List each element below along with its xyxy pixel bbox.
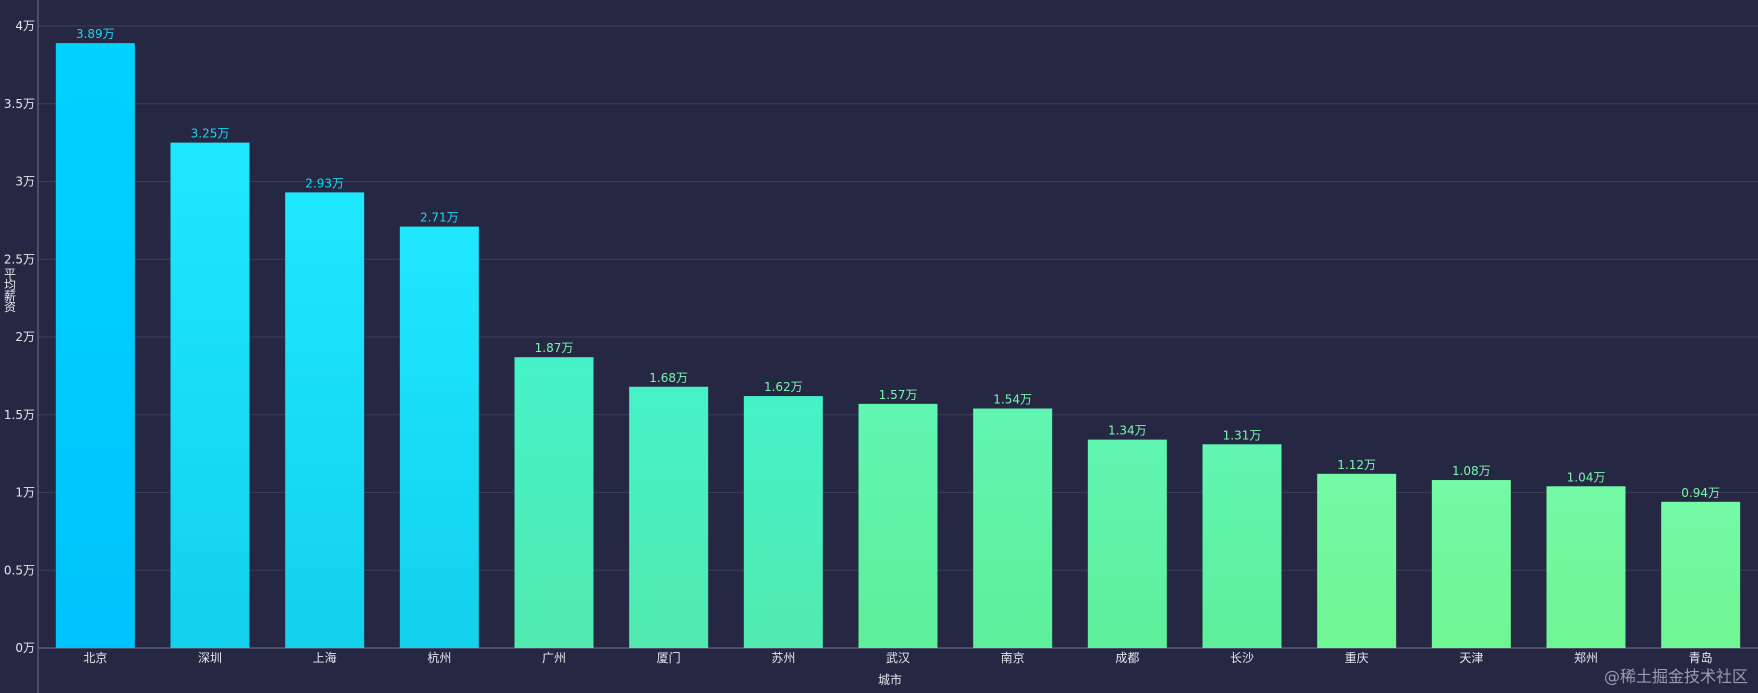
data-label: 1.54万 <box>993 393 1032 407</box>
y-tick-label: 2万 <box>15 330 35 344</box>
x-tick-label: 杭州 <box>427 650 451 665</box>
data-label: 1.68万 <box>649 371 688 385</box>
bar-青岛[interactable] <box>1661 501 1741 648</box>
data-label: 0.94万 <box>1681 486 1720 500</box>
x-tick-label: 北京 <box>83 651 107 665</box>
x-tick-label: 青岛 <box>1689 650 1713 665</box>
y-tick-label: 3万 <box>15 175 35 189</box>
data-label: 1.34万 <box>1108 424 1147 438</box>
data-label: 2.93万 <box>305 176 344 190</box>
x-tick-label: 长沙 <box>1230 651 1254 665</box>
data-label: 1.87万 <box>535 341 574 355</box>
bar-长沙[interactable] <box>1202 444 1282 648</box>
x-tick-label: 天津 <box>1459 651 1483 665</box>
bar-武汉[interactable] <box>858 403 938 648</box>
x-tick-label: 深圳 <box>198 651 222 665</box>
bar-南京[interactable] <box>973 408 1053 648</box>
x-tick-label: 成都 <box>1115 651 1139 665</box>
y-tick-label: 2.5万 <box>4 252 35 266</box>
y-tick-label: 3.5万 <box>4 97 35 111</box>
data-label: 3.25万 <box>191 127 230 141</box>
bars <box>55 43 1741 649</box>
y-tick-label: 1万 <box>15 486 35 500</box>
data-label: 1.31万 <box>1223 428 1262 442</box>
y-tick-label: 4万 <box>15 19 35 33</box>
x-tick-label: 郑州 <box>1574 650 1598 665</box>
x-tick-label: 南京 <box>1001 650 1025 665</box>
data-label: 1.57万 <box>879 388 918 402</box>
data-label: 1.12万 <box>1337 458 1376 472</box>
data-label: 3.89万 <box>76 27 115 41</box>
bar-重庆[interactable] <box>1317 473 1397 648</box>
x-tick-label: 武汉 <box>886 651 910 665</box>
bar-成都[interactable] <box>1087 439 1167 648</box>
x-axis-title: 城市 <box>878 672 902 687</box>
bar-苏州[interactable] <box>743 396 823 648</box>
bar-天津[interactable] <box>1431 480 1511 648</box>
bar-厦门[interactable] <box>629 386 709 648</box>
watermark: @稀土掘金技术社区 <box>1603 667 1748 686</box>
x-tick-label: 上海 <box>313 650 337 665</box>
data-label: 1.04万 <box>1567 470 1606 484</box>
data-label: 1.08万 <box>1452 464 1491 478</box>
bar-深圳[interactable] <box>170 142 250 648</box>
x-tick-label: 广州 <box>542 651 566 665</box>
data-label: 2.71万 <box>420 211 459 225</box>
x-tick-label: 厦门 <box>657 650 681 665</box>
bar-上海[interactable] <box>285 192 365 648</box>
y-tick-label: 0万 <box>15 641 35 655</box>
x-tick-label: 重庆 <box>1345 651 1369 665</box>
y-tick-label: 0.5万 <box>4 563 35 577</box>
bar-北京[interactable] <box>55 43 135 649</box>
bar-杭州[interactable] <box>399 226 479 648</box>
x-tick-label: 苏州 <box>771 651 795 665</box>
bar-广州[interactable] <box>514 357 594 648</box>
data-label: 1.62万 <box>764 380 803 394</box>
bar-郑州[interactable] <box>1546 486 1626 648</box>
y-axis-title: 平均薪资 <box>4 267 16 314</box>
y-tick-label: 1.5万 <box>4 408 35 422</box>
